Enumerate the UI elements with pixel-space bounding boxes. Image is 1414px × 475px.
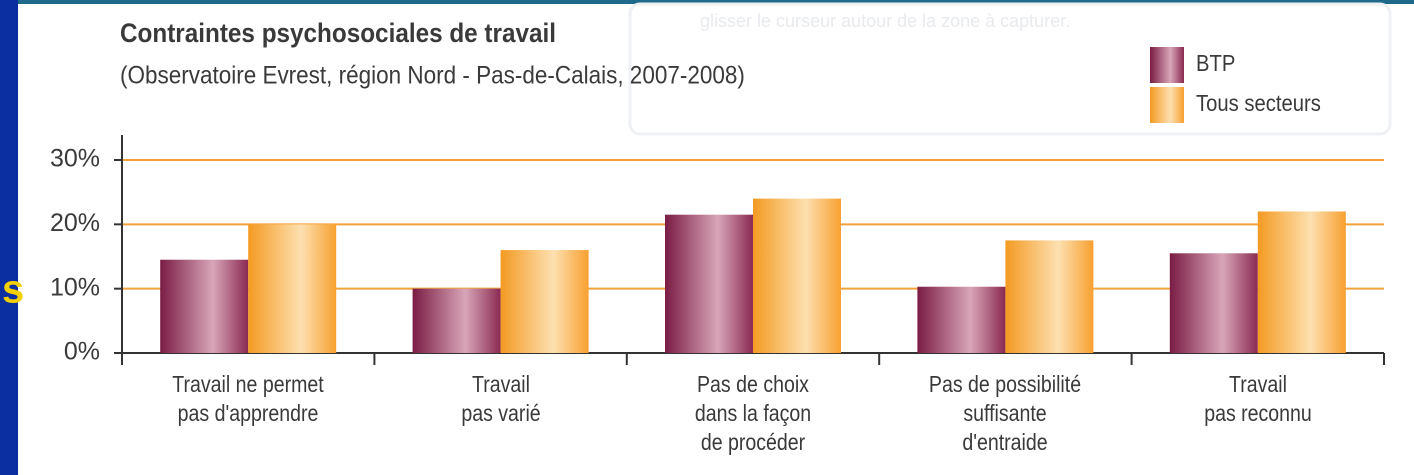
y-tick-label: 0%: [64, 338, 100, 366]
bar: [160, 259, 249, 353]
legend-swatch: [1150, 87, 1184, 123]
bar: [1169, 253, 1258, 353]
side-strip: [0, 0, 18, 475]
capture-overlay: [628, 2, 1392, 136]
x-tick-label: Travail pas reconnu: [1203, 371, 1312, 426]
bar: [1257, 211, 1346, 353]
legend-swatch: [1150, 47, 1184, 83]
y-tick-label: 20%: [50, 209, 100, 237]
top-border: [0, 0, 1414, 4]
x-tick-label: Travail pas varié: [460, 371, 541, 426]
side-text: s: [2, 268, 24, 312]
x-tick-label: Pas de possibilité suffisante d'entraide: [929, 371, 1082, 455]
bar: [412, 288, 501, 353]
y-tick-label: 30%: [50, 145, 100, 173]
bar: [665, 214, 753, 353]
overlay-text: glisser le curseur autour de la zone à c…: [700, 11, 1070, 31]
chart-subtitle: (Observatoire Evrest, région Nord - Pas-…: [120, 62, 745, 90]
legend-label: BTP: [1196, 50, 1235, 77]
bar: [917, 286, 1006, 353]
bar: [500, 250, 589, 353]
y-tick-label: 10%: [50, 273, 100, 301]
bar: [753, 198, 841, 353]
bar: [1005, 240, 1094, 353]
x-tick-label: Travail ne permet pas d'apprendre: [172, 371, 324, 426]
bar: [248, 224, 337, 353]
chart-title: Contraintes psychosociales de travail: [120, 19, 556, 48]
legend-label: Tous secteurs: [1196, 90, 1321, 117]
x-tick-label: Pas de choix dans la façon de procéder: [694, 371, 812, 455]
